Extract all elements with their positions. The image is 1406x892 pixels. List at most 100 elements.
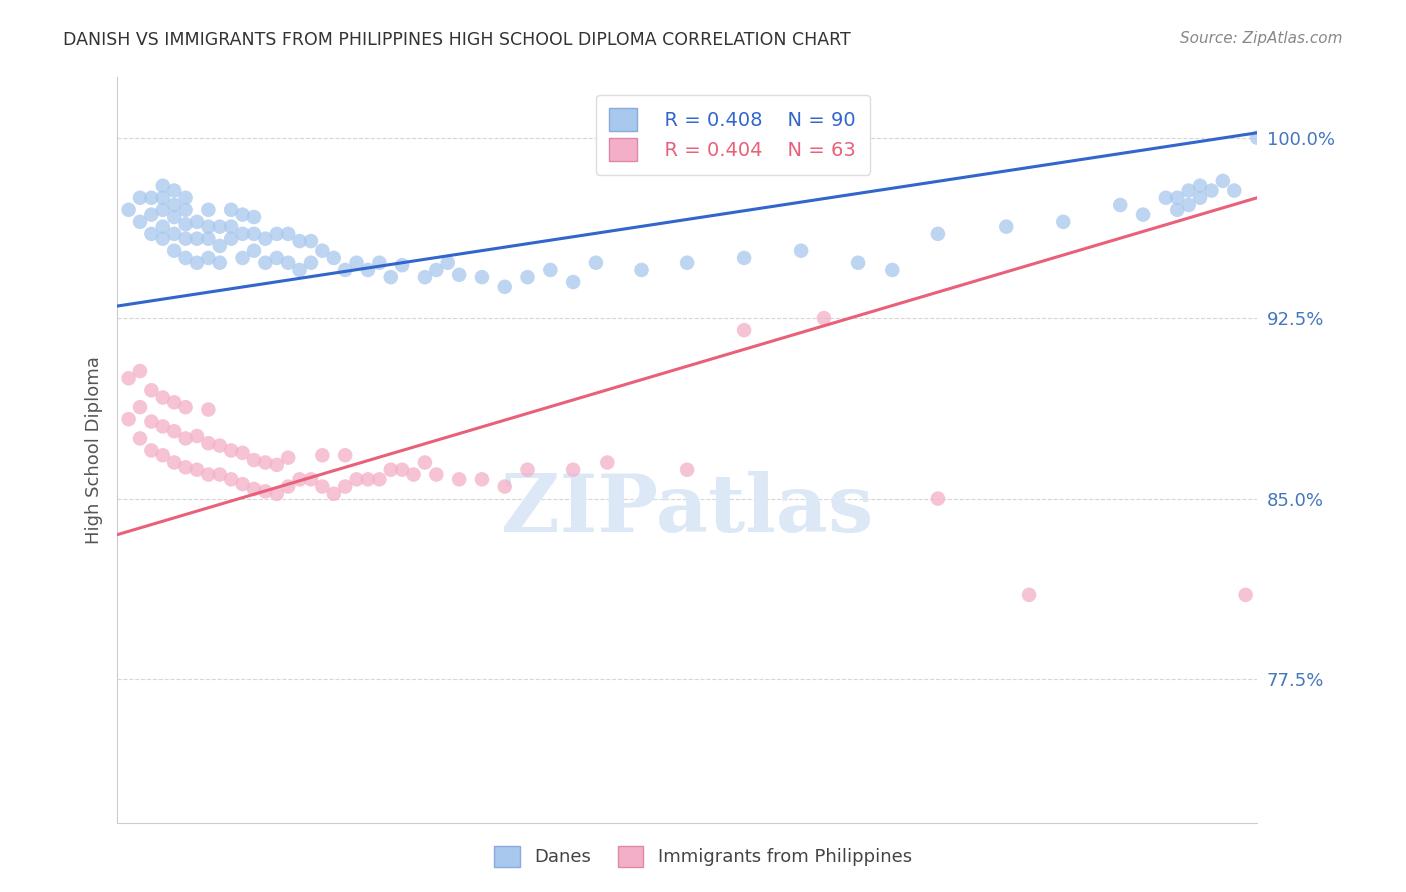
Point (174, 217, 197, 231)
Point (141, 384, 163, 398)
Point (380, 463, 402, 477)
Point (197, 467, 219, 482)
Point (219, 472, 242, 486)
Point (197, 232, 219, 246)
Point (733, 251, 755, 265)
Point (117, 371, 139, 385)
Point (676, 463, 699, 477)
Point (174, 202, 197, 217)
Point (186, 463, 208, 477)
Point (357, 472, 380, 486)
Point (562, 275, 585, 289)
Point (219, 202, 242, 217)
Point (197, 202, 219, 217)
Point (174, 400, 197, 414)
Point (197, 251, 219, 265)
Point (1246, 130, 1268, 145)
Point (129, 215, 152, 229)
Point (1132, 208, 1154, 222)
Point (277, 479, 299, 493)
Point (846, 256, 869, 270)
Point (368, 472, 391, 486)
Point (277, 227, 299, 241)
Point (141, 208, 163, 222)
Point (219, 443, 242, 458)
Point (163, 244, 186, 258)
Point (733, 323, 755, 337)
Point (391, 463, 413, 477)
Point (322, 487, 344, 501)
Point (413, 270, 436, 285)
Point (232, 227, 254, 241)
Point (117, 202, 139, 217)
Point (1109, 198, 1132, 212)
Point (1212, 174, 1234, 188)
Point (141, 443, 163, 458)
Point (790, 244, 813, 258)
Point (186, 215, 208, 229)
Point (174, 460, 197, 475)
Point (163, 198, 186, 212)
Point (208, 439, 231, 453)
Point (186, 256, 208, 270)
Point (232, 446, 254, 460)
Point (1166, 202, 1188, 217)
Point (163, 395, 186, 409)
Point (288, 234, 311, 248)
Point (391, 258, 413, 272)
Point (117, 412, 139, 426)
Point (208, 239, 231, 253)
Point (197, 436, 219, 450)
Point (208, 219, 231, 234)
Point (141, 191, 163, 205)
Point (585, 256, 607, 270)
Point (425, 467, 447, 482)
Point (254, 455, 277, 469)
Point (596, 455, 619, 469)
Point (129, 191, 152, 205)
Point (995, 219, 1018, 234)
Point (425, 263, 447, 277)
Point (368, 256, 391, 270)
Point (1052, 215, 1074, 229)
Point (630, 263, 652, 277)
Point (288, 263, 311, 277)
Point (299, 472, 322, 486)
Point (266, 487, 288, 501)
Point (1234, 588, 1257, 602)
Point (152, 178, 174, 193)
Text: Source: ZipAtlas.com: Source: ZipAtlas.com (1180, 31, 1343, 46)
Point (333, 448, 356, 462)
Point (152, 419, 174, 434)
Point (219, 219, 242, 234)
Point (266, 458, 288, 472)
Point (288, 472, 311, 486)
Point (676, 256, 699, 270)
Point (254, 484, 277, 499)
Point (413, 455, 436, 469)
Point (516, 463, 538, 477)
Point (449, 472, 471, 486)
Point (266, 227, 288, 241)
Point (322, 251, 344, 265)
Point (357, 263, 380, 277)
Point (277, 450, 299, 465)
Point (243, 210, 266, 224)
Point (163, 455, 186, 469)
Point (219, 232, 242, 246)
Point (163, 227, 186, 241)
Point (174, 432, 197, 446)
Point (197, 402, 219, 417)
Point (174, 251, 197, 265)
Point (1189, 178, 1212, 193)
Point (232, 208, 254, 222)
Point (311, 448, 333, 462)
Point (1177, 198, 1199, 212)
Point (1201, 184, 1223, 198)
Point (141, 227, 163, 241)
Point (333, 479, 356, 493)
Legend:   R = 0.408    N = 90,   R = 0.404    N = 63: R = 0.408 N = 90, R = 0.404 N = 63 (596, 95, 869, 175)
Point (516, 270, 538, 285)
Point (538, 263, 561, 277)
Point (494, 280, 516, 294)
